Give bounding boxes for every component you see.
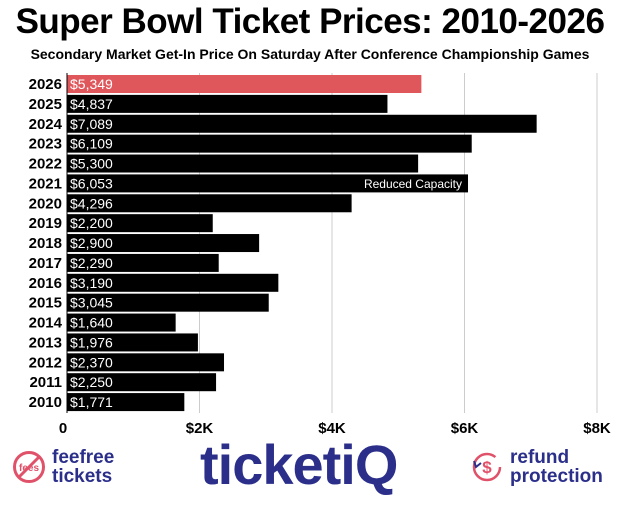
value-label-2026: $5,349	[70, 76, 113, 92]
bar-chart: 2026 $5,349 2025 $4,837 2024 $7,089 2023 $6,109…	[29, 73, 611, 437]
feefree-tickets-badge: fees feefree tickets	[12, 448, 114, 486]
value-label-2019: $2,200	[70, 215, 113, 231]
category-label-2015: 2015	[29, 295, 62, 312]
bar-2014	[67, 313, 176, 332]
value-label-2018: $2,900	[70, 235, 113, 251]
bar-2012	[67, 353, 225, 372]
value-label-2015: $3,045	[70, 295, 113, 311]
bar-2013	[67, 333, 198, 352]
refund-label: refund	[510, 447, 570, 468]
bar-2010	[67, 393, 185, 412]
bar-2015	[67, 293, 269, 312]
feefree-label: feefree	[52, 447, 115, 468]
bar-2022	[67, 154, 419, 173]
annotation-0: Reduced Capacity	[364, 177, 462, 191]
category-label-2011: 2011	[29, 374, 62, 391]
refund-icon-text: $	[482, 458, 492, 477]
category-label-2013: 2013	[29, 334, 62, 351]
value-label-2013: $1,976	[70, 334, 113, 350]
value-label-2021: $6,053	[70, 175, 113, 191]
category-label-2018: 2018	[29, 235, 62, 252]
x-tick-label-2: $4K	[318, 420, 346, 437]
category-label-2014: 2014	[29, 315, 63, 332]
tickets-label: tickets	[52, 466, 113, 487]
category-label-2021: 2021	[29, 175, 62, 192]
x-tick-label-0: 0	[59, 420, 67, 437]
category-label-2017: 2017	[29, 255, 62, 272]
ticketiq-logo: ticketiQ	[200, 433, 398, 496]
value-label-2025: $4,837	[70, 96, 113, 112]
value-label-2022: $5,300	[70, 156, 113, 172]
x-tick-label-1: $2K	[186, 420, 214, 437]
value-label-2020: $4,296	[70, 195, 113, 211]
bar-2024	[67, 114, 537, 133]
category-label-2022: 2022	[29, 156, 62, 173]
value-label-2024: $7,089	[70, 116, 113, 132]
category-label-2019: 2019	[29, 215, 62, 232]
x-tick-label-4: $8K	[583, 420, 611, 437]
refund-icon: $	[472, 452, 502, 482]
value-label-2016: $3,190	[70, 275, 113, 291]
category-label-2012: 2012	[29, 354, 62, 371]
bar-2025	[67, 94, 388, 113]
value-label-2011: $2,250	[70, 374, 113, 390]
bar-2011	[67, 373, 217, 392]
refund-protection-badge: $ refund protection	[470, 448, 603, 486]
no-fees-icon: fees	[13, 451, 45, 483]
bar-2016	[67, 273, 279, 292]
category-label-2023: 2023	[29, 136, 62, 153]
protection-label: protection	[510, 466, 603, 487]
value-label-2023: $6,109	[70, 136, 113, 152]
bar-2020	[67, 194, 352, 213]
value-label-2012: $2,370	[70, 354, 113, 370]
category-label-2010: 2010	[29, 394, 62, 411]
category-label-2026: 2026	[29, 76, 62, 93]
bar-2017	[67, 253, 219, 272]
bar-2019	[67, 214, 213, 233]
bar-2023	[67, 134, 472, 153]
bar-2018	[67, 234, 260, 253]
chart-subtitle: Secondary Market Get-In Price On Saturda…	[30, 46, 590, 62]
bar-2021	[67, 174, 469, 193]
no-fees-icon-text: fees	[19, 463, 39, 474]
value-label-2010: $1,771	[70, 394, 113, 410]
category-label-2016: 2016	[29, 275, 62, 292]
x-tick-label-3: $6K	[451, 420, 479, 437]
value-label-2017: $2,290	[70, 255, 113, 271]
bar-2026	[67, 75, 422, 93]
category-label-2025: 2025	[29, 96, 62, 113]
category-label-2020: 2020	[29, 195, 62, 212]
category-label-2024: 2024	[29, 116, 63, 133]
chart-title: Super Bowl Ticket Prices: 2010-2026	[15, 2, 605, 41]
value-label-2014: $1,640	[70, 315, 113, 331]
